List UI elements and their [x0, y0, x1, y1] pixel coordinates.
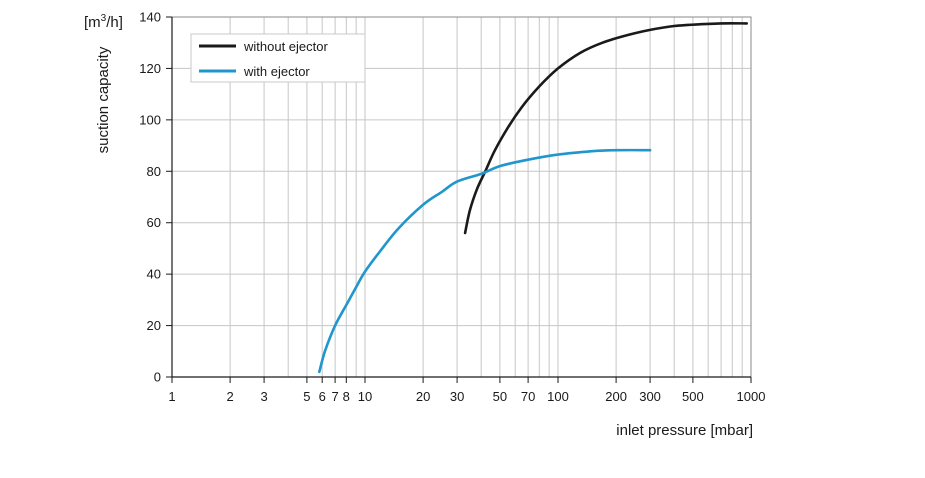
x-tick-label: 6: [319, 389, 326, 404]
x-tick-label: 100: [547, 389, 569, 404]
legend: without ejector with ejector: [190, 33, 366, 83]
x-tick-label: 2: [226, 389, 233, 404]
legend-box: [190, 33, 366, 83]
x-tick-label: 70: [521, 389, 535, 404]
x-tick-label: 20: [416, 389, 430, 404]
x-tick-label: 10: [358, 389, 372, 404]
curves: [318, 22, 748, 374]
x-axis-title: inlet pressure [mbar]: [616, 422, 753, 439]
legend-label-without-ejector: without ejector: [243, 39, 328, 54]
x-tick-labels: 1 2 3 5 6 7 8 10 20 30 50 70 100 200 300 500 1000: [168, 389, 765, 404]
y-tick-label: 20: [147, 318, 161, 333]
y-tick-label: 80: [147, 164, 161, 179]
y-unit-label: [m3/h]: [84, 13, 123, 31]
x-tick-label: 500: [682, 389, 704, 404]
y-tick-labels: 0 20 40 60 80 100 120 140: [139, 10, 161, 385]
x-tick-label: 3: [260, 389, 267, 404]
series-line-with-ejector: [318, 148, 652, 374]
x-tick-label: 1000: [737, 389, 766, 404]
legend-label-with-ejector: with ejector: [243, 64, 310, 79]
x-tick-label: 300: [639, 389, 661, 404]
y-tick-label: 0: [154, 370, 161, 385]
y-tick-label: 100: [139, 112, 161, 127]
y-tick-label: 40: [147, 267, 161, 282]
y-tick-label: 60: [147, 215, 161, 230]
x-tick-label: 30: [450, 389, 464, 404]
x-tick-label: 7: [331, 389, 338, 404]
x-tick-label: 1: [168, 389, 175, 404]
x-tick-label: 50: [493, 389, 507, 404]
axes: [166, 16, 752, 383]
y-tick-label: 140: [139, 10, 161, 25]
x-tick-label: 200: [605, 389, 627, 404]
x-tick-label: 5: [303, 389, 310, 404]
y-axis-title: suction capacity: [95, 46, 112, 153]
y-tick-label: 120: [139, 61, 161, 76]
series-line-without-ejector: [463, 22, 748, 235]
x-tick-label: 8: [343, 389, 350, 404]
